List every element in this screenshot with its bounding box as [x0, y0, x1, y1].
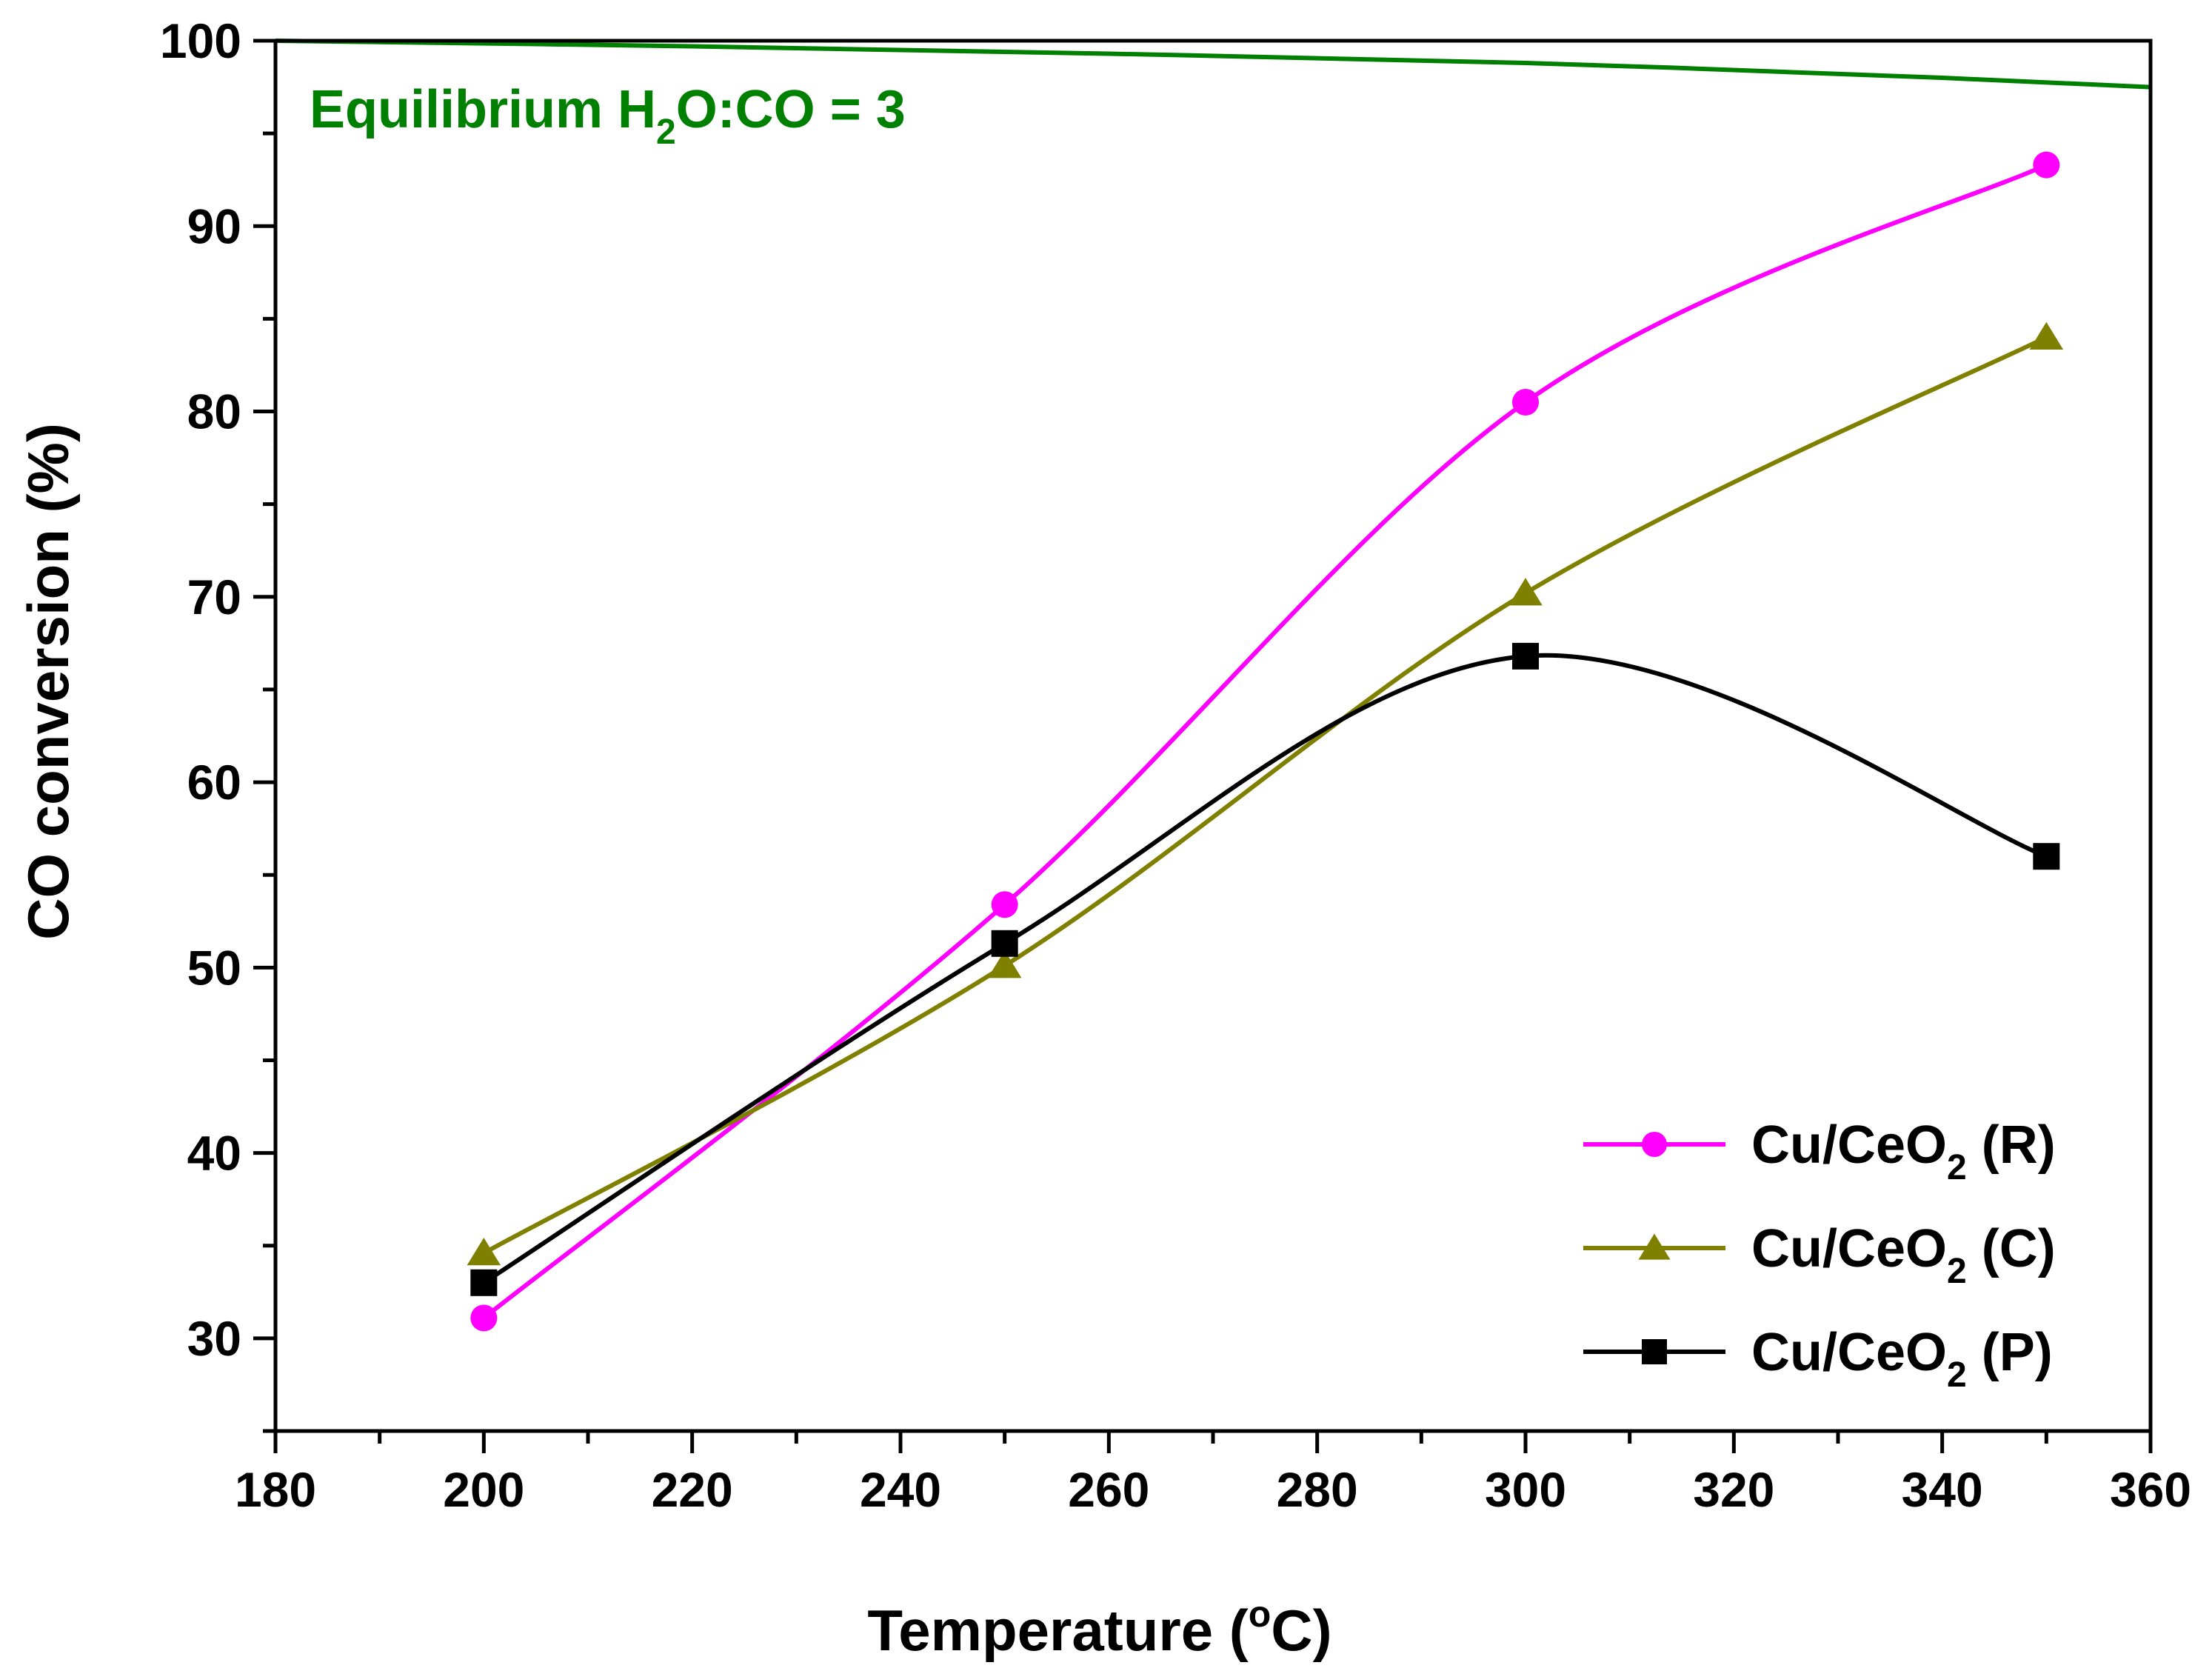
- equilibrium-line: [275, 39, 2151, 90]
- legend: Cu/CeO2 (R) Cu/CeO2 (C) Cu/CeO2 (P): [1583, 1115, 2056, 1395]
- data-point: [470, 1304, 498, 1332]
- series-line-3: [482, 653, 2048, 1285]
- x-tick-label: 240: [860, 1462, 941, 1517]
- data-point: [2033, 151, 2060, 179]
- legend-label: Cu/CeO2 (R): [1751, 1115, 2056, 1187]
- x-tick-label: 220: [652, 1462, 733, 1517]
- x-tick-label: 180: [235, 1462, 316, 1517]
- data-point: [1512, 642, 1539, 670]
- x-tick-label: 280: [1277, 1462, 1358, 1517]
- data-point: [991, 891, 1018, 918]
- x-tick-label: 300: [1485, 1462, 1566, 1517]
- x-axis-title: Temperature (oC): [867, 1593, 1331, 1663]
- axes-group: 180 200 220 240 260 280 300 320 340 360 30 40 50 60 70…: [160, 13, 2191, 1517]
- equilibrium-label: Equilibrium H2O:CO = 3: [310, 80, 906, 152]
- y-tick-label: 100: [160, 13, 241, 68]
- data-point: [991, 930, 1018, 957]
- y-axis-title: CO conversion (%): [16, 423, 81, 940]
- legend-label: Cu/CeO2 (C): [1751, 1219, 2056, 1291]
- x-tick-label: 200: [443, 1462, 524, 1517]
- y-tick-label: 80: [187, 384, 241, 439]
- data-point: [1512, 389, 1539, 416]
- data-point: [987, 950, 1022, 978]
- x-tick-label: 360: [2110, 1462, 2191, 1517]
- x-tick-label: 340: [1902, 1462, 1983, 1517]
- legend-marker: [1642, 1339, 1667, 1364]
- y-tick-label: 50: [187, 940, 241, 995]
- y-tick-label: 90: [187, 199, 241, 253]
- data-point: [2033, 843, 2060, 870]
- data-point: [467, 1238, 501, 1266]
- data-point: [1508, 578, 1543, 606]
- series-line-1: [482, 162, 2048, 1320]
- y-tick-label: 30: [187, 1311, 241, 1366]
- x-tick-label: 320: [1693, 1462, 1774, 1517]
- legend-marker: [1638, 1233, 1671, 1260]
- legend-label: Cu/CeO2 (P): [1751, 1323, 2053, 1395]
- series-group: [467, 151, 2064, 1332]
- x-tick-label: 260: [1068, 1462, 1149, 1517]
- data-point: [470, 1269, 498, 1296]
- y-tick-label: 40: [187, 1126, 241, 1181]
- equilibrium-group: [275, 39, 2151, 90]
- data-point: [2029, 321, 2064, 350]
- y-tick-label: 60: [187, 755, 241, 810]
- y-tick-label: 70: [187, 570, 241, 624]
- legend-marker: [1642, 1132, 1667, 1157]
